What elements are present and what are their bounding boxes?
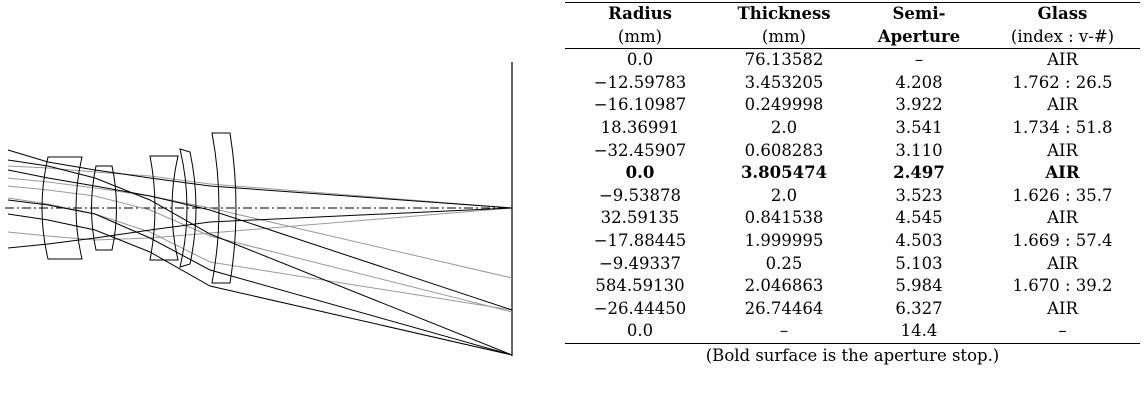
lens-layout-diagram xyxy=(5,62,513,356)
radius-cell: −12.59783 xyxy=(593,72,687,92)
thickness-cell: 0.608283 xyxy=(744,140,824,160)
radius-cell: 32.59135 xyxy=(600,208,680,228)
header-radius-unit: (mm) xyxy=(565,25,715,50)
lens-element-3 xyxy=(149,155,179,261)
table-row: 0.0–14.4– xyxy=(565,320,1140,344)
table-row: −16.10987 0.249998 3.922 AIR xyxy=(565,94,1140,117)
semi-aperture-cell: 3.922 xyxy=(895,95,943,115)
radius-cell: −17.88445 xyxy=(593,230,687,250)
glass-cell: AIR xyxy=(1047,208,1078,228)
glass-cell: AIR xyxy=(1045,163,1080,183)
glass-cell: AIR xyxy=(1047,95,1078,115)
lens-element-2 xyxy=(91,165,117,251)
thickness-cell: – xyxy=(715,320,853,344)
semi-aperture-cell: 5.984 xyxy=(895,276,943,296)
radius-cell: 584.59130 xyxy=(595,276,685,296)
lens-element-1 xyxy=(41,156,83,260)
radius-cell: −26.44450 xyxy=(593,298,687,318)
thickness-cell: 2.0 xyxy=(770,117,798,137)
thickness-cell: 1.999995 xyxy=(744,230,824,250)
table-row: 584.59130 2.046863 5.984 1.670 : 39.2 xyxy=(565,275,1140,298)
table-row: −12.59783 3.453205 4.208 1.762 : 26.5 xyxy=(565,72,1140,95)
thickness-cell: 0.25 xyxy=(765,253,803,273)
radius-cell: −32.45907 xyxy=(593,140,687,160)
glass-cell: – xyxy=(985,320,1140,344)
table-body: 0.0 76.13582– AIR −12.59783 3.453205 4.208 1.7… xyxy=(565,49,1140,344)
thickness-cell: 3.805474 xyxy=(740,163,828,183)
thickness-cell: 76.13582 xyxy=(744,50,824,70)
lens-elements xyxy=(41,132,237,284)
lens-element-4 xyxy=(179,148,197,268)
thickness-cell: 0.841538 xyxy=(744,208,824,228)
semi-aperture-cell: 3.523 xyxy=(895,185,943,205)
semi-aperture-cell: 4.545 xyxy=(895,208,943,228)
header-subrow: (mm) (mm) Aperture (index : v-#) xyxy=(565,25,1140,50)
radius-cell: −9.49337 xyxy=(598,253,682,273)
glass-cell: 1.734 : 51.8 xyxy=(1012,117,1113,137)
radius-cell: 18.36991 xyxy=(600,117,680,137)
header-glass-unit: (index : v-#) xyxy=(985,25,1140,50)
lens-element-5 xyxy=(211,132,237,284)
lens-prescription-table: Radius Thickness Semi- Glass (mm) (mm) A… xyxy=(565,1,1140,344)
header-semi-aperture-cont: Aperture xyxy=(853,25,985,50)
semi-aperture-cell: 14.4 xyxy=(853,320,985,344)
radius-cell: −16.10987 xyxy=(593,95,687,115)
table-row: 0.0 3.805474 2.497 AIR xyxy=(565,162,1140,185)
glass-cell: AIR xyxy=(1047,140,1078,160)
semi-aperture-cell: 3.541 xyxy=(895,117,943,137)
table-row: −9.53878 2.0 3.523 1.626 : 35.7 xyxy=(565,185,1140,208)
thickness-cell: 26.74464 xyxy=(744,298,824,318)
lens-prescription: Radius Thickness Semi- Glass (mm) (mm) A… xyxy=(565,1,1142,365)
thickness-cell: 2.0 xyxy=(770,185,798,205)
radius-cell: 0.0 xyxy=(625,163,655,183)
table-row: 0.0 76.13582 – AIR xyxy=(565,49,1140,72)
radius-cell: 0.0 xyxy=(565,320,715,344)
header-glass: Glass xyxy=(985,1,1140,26)
glass-cell: 1.626 : 35.7 xyxy=(1012,185,1113,205)
dark-rays xyxy=(7,149,513,356)
semi-aperture-cell: 4.208 xyxy=(895,72,943,92)
glass-cell: 1.669 : 57.4 xyxy=(1012,230,1113,250)
header-semi-aperture: Semi- xyxy=(853,1,985,26)
glass-cell: 1.762 : 26.5 xyxy=(1012,72,1113,92)
glass-cell: AIR xyxy=(1047,298,1078,318)
radius-cell: −9.53878 xyxy=(598,185,682,205)
glass-cell: AIR xyxy=(1047,50,1078,70)
semi-aperture-cell: 6.327 xyxy=(895,298,943,318)
header-thickness: Thickness xyxy=(715,1,853,26)
glass-cell: AIR xyxy=(1047,253,1078,273)
table-row: −17.88445 1.999995 4.503 1.669 : 57.4 xyxy=(565,230,1140,253)
table-row: −26.44450 26.74464 6.327 AIR xyxy=(565,298,1140,321)
header-thickness-unit: (mm) xyxy=(715,25,853,50)
table-row: 18.36991 2.0 3.541 1.734 : 51.8 xyxy=(565,117,1140,140)
header-radius: Radius xyxy=(565,1,715,26)
thickness-cell: 2.046863 xyxy=(744,276,824,296)
semi-aperture-cell: 5.103 xyxy=(895,253,943,273)
glass-cell: 1.670 : 39.2 xyxy=(1012,276,1113,296)
semi-aperture-cell: – xyxy=(914,50,924,70)
thickness-cell: 0.249998 xyxy=(744,95,824,115)
semi-aperture-cell: 3.110 xyxy=(895,140,943,160)
semi-aperture-cell: 4.503 xyxy=(895,230,943,250)
table-row: −9.49337 0.25 5.103 AIR xyxy=(565,253,1140,276)
table-caption: (Bold surface is the aperture stop.) xyxy=(705,345,1000,365)
radius-cell: 0.0 xyxy=(626,50,654,70)
semi-aperture-cell: 2.497 xyxy=(893,163,945,183)
thickness-cell: 3.453205 xyxy=(744,72,824,92)
table-row: −32.45907 0.608283 3.110 AIR xyxy=(565,140,1140,163)
table-row: 32.59135 0.841538 4.545 AIR xyxy=(565,207,1140,230)
header-row: Radius Thickness Semi- Glass xyxy=(565,1,1140,26)
